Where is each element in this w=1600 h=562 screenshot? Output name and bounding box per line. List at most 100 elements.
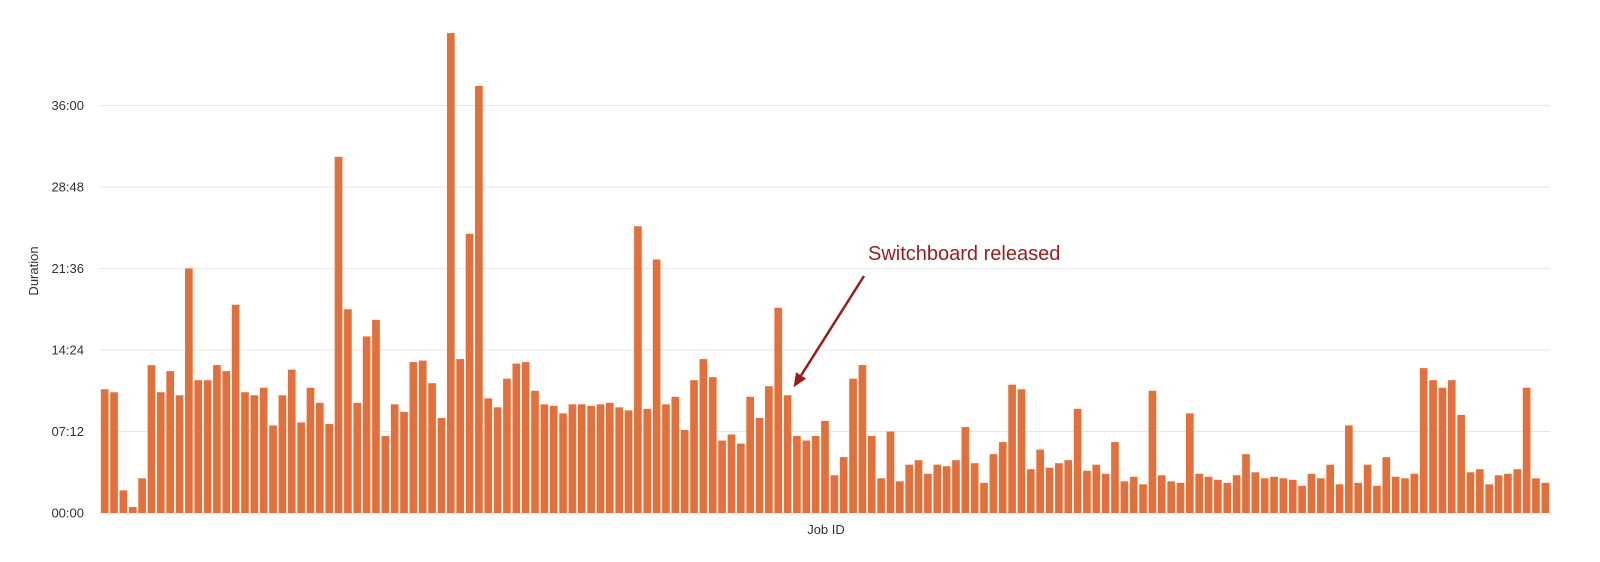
bar [231, 304, 240, 513]
bar [1251, 472, 1260, 513]
bar [1008, 384, 1016, 513]
bar [587, 405, 595, 513]
y-tick-label: 00:00 [51, 506, 84, 521]
bar [867, 436, 876, 513]
bar [858, 365, 867, 513]
bar [175, 395, 184, 513]
bar [1157, 475, 1166, 513]
bar [278, 395, 287, 513]
bar [1438, 387, 1447, 513]
bar [147, 365, 156, 513]
bar [269, 425, 277, 513]
bar [933, 464, 942, 513]
bar [1204, 476, 1213, 513]
bar [503, 378, 511, 513]
bar [1026, 469, 1035, 513]
bar [241, 392, 249, 513]
bar [849, 378, 857, 513]
bar [1485, 484, 1494, 513]
bar [1541, 482, 1550, 513]
bar [1129, 476, 1138, 513]
bar [1335, 484, 1344, 513]
bar [896, 481, 904, 513]
bar [1382, 457, 1391, 513]
bar [802, 440, 811, 513]
bar [475, 85, 483, 513]
bar [287, 369, 296, 513]
bar [634, 226, 642, 514]
y-tick-label: 28:48 [51, 180, 84, 195]
bar [409, 362, 418, 513]
bar [998, 442, 1007, 513]
bar [456, 359, 464, 513]
bar [316, 402, 324, 513]
y-tick-label: 36:00 [51, 98, 84, 113]
bar [942, 466, 951, 513]
bar [699, 359, 708, 513]
bar [774, 307, 783, 513]
bar [119, 490, 128, 513]
bar [1148, 390, 1157, 513]
bar [531, 390, 539, 513]
bar [222, 371, 231, 513]
y-axis-title: Duration [26, 246, 41, 295]
bar [166, 371, 174, 513]
bar [1391, 476, 1400, 513]
bar [484, 398, 493, 513]
bar [334, 156, 343, 513]
bar [1494, 475, 1503, 513]
annotation-arrow-head [793, 372, 807, 388]
bar [989, 454, 998, 513]
bar [783, 395, 792, 513]
bar [671, 396, 680, 513]
bar [1457, 414, 1465, 513]
annotation-label: Switchboard released [868, 243, 1060, 265]
bar [924, 473, 932, 513]
bar [110, 392, 118, 513]
bar [980, 482, 988, 513]
bar [213, 365, 221, 513]
bar [1326, 464, 1334, 513]
bar [811, 436, 820, 513]
bar [606, 402, 614, 513]
bar [1036, 449, 1044, 513]
bar [194, 380, 203, 513]
bar [493, 407, 502, 513]
bar [1429, 380, 1437, 513]
bar [690, 380, 698, 513]
bar [128, 506, 137, 513]
bar [643, 408, 652, 513]
y-tick-label: 21:36 [51, 261, 84, 276]
bar [708, 377, 717, 513]
bar [1401, 478, 1409, 513]
bar [353, 402, 362, 513]
bar [1214, 479, 1222, 513]
bar [652, 259, 661, 513]
bar [1176, 482, 1185, 513]
bar [418, 360, 427, 513]
bar [952, 460, 960, 513]
bar [793, 436, 801, 513]
bar [549, 405, 558, 513]
bar [1270, 476, 1278, 513]
bar [437, 417, 446, 513]
bar [1242, 454, 1250, 513]
annotation: Switchboard released [793, 243, 1060, 388]
bar [970, 463, 979, 513]
bar [596, 404, 605, 513]
bar [718, 440, 726, 513]
bar [428, 383, 436, 513]
bar [830, 475, 839, 513]
bar [362, 336, 371, 513]
bar [1532, 478, 1540, 513]
bar [1186, 413, 1194, 513]
bar [1345, 425, 1353, 513]
bar [446, 33, 455, 514]
bar [1120, 481, 1129, 513]
bar [1316, 478, 1325, 513]
bar [1055, 463, 1063, 513]
bar [1073, 408, 1082, 513]
bar [138, 478, 146, 513]
bar [1167, 481, 1175, 513]
bar [156, 392, 165, 513]
